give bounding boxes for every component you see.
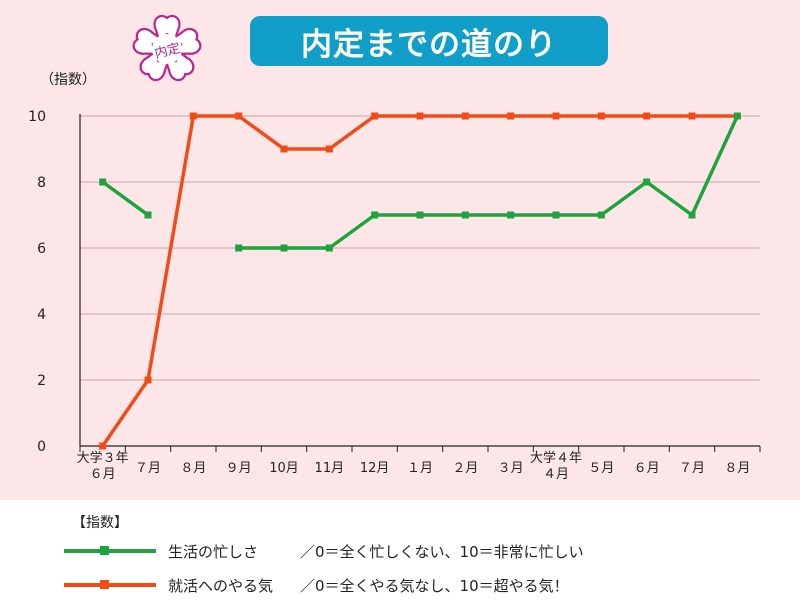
data-point [371, 112, 379, 120]
legend-swatch-busyness [64, 546, 156, 555]
data-point [643, 178, 651, 186]
y-axis-label: （指数） [40, 72, 96, 88]
x-tick-label: ２月 [452, 461, 478, 476]
legend-swatch-motivation [64, 580, 156, 589]
x-tick-label-line: 大学４年 [530, 450, 582, 466]
x-tick-label: ８月 [180, 461, 206, 476]
data-point [597, 112, 605, 120]
data-point [235, 244, 243, 252]
data-point [552, 112, 560, 120]
x-tick-label: ８月 [724, 461, 750, 476]
y-tick-label: 0 [37, 439, 46, 455]
legend-item-motivation [64, 575, 156, 595]
series-motivation [99, 112, 741, 450]
data-point [99, 178, 107, 186]
x-tick-label: ６月 [634, 461, 660, 476]
x-tick-label-line: 大学３年 [77, 450, 129, 466]
x-tick-label: 12月 [360, 461, 390, 476]
x-tick-label: 大学４年４月 [530, 450, 582, 482]
data-point [552, 211, 560, 219]
sakura-stamp-icon: 内定 [132, 14, 202, 82]
x-tick-label: ９月 [226, 461, 252, 476]
y-tick-label: 6 [37, 241, 46, 257]
series-line [101, 114, 738, 447]
legend-item-busyness [64, 541, 156, 561]
data-point [416, 211, 424, 219]
data-point [733, 112, 741, 120]
data-point [597, 211, 605, 219]
data-point [280, 145, 288, 153]
data-point [461, 211, 469, 219]
x-tick-label-line: ４月 [543, 467, 569, 482]
chart-title: 内定までの道のり [250, 16, 608, 66]
x-tick-label: ３月 [498, 461, 524, 476]
legend-label-motivation: 就活へのやる気 [168, 577, 274, 595]
x-tick-label: ５月 [588, 461, 614, 476]
x-tick-label: 大学３年６月 [77, 450, 129, 482]
data-point [507, 112, 515, 120]
legend-desc-busyness: ／0＝全く忙しくない、10＝非常に忙しい [300, 543, 584, 561]
x-tick-label: １月 [407, 461, 433, 476]
legend-heading: 【指数】 [72, 515, 128, 531]
data-point [325, 244, 333, 252]
data-point [144, 211, 152, 219]
data-point [189, 112, 197, 120]
y-tick-label: 4 [37, 307, 46, 323]
data-point [235, 112, 243, 120]
stamp-text: 内定 [153, 40, 182, 62]
x-tick-label: ７月 [679, 461, 705, 476]
data-point [371, 211, 379, 219]
legend-label-busyness: 生活の忙しさ [168, 543, 259, 561]
data-point [416, 112, 424, 120]
legend-desc-motivation: ／0＝全くやる気なし、10＝超やる気！ [300, 577, 569, 595]
data-point [280, 244, 288, 252]
y-tick-label: 2 [37, 373, 46, 389]
series-busyness [99, 112, 741, 252]
data-point [643, 112, 651, 120]
data-point [461, 112, 469, 120]
data-point [99, 442, 107, 450]
x-tick-label: ７月 [135, 461, 161, 476]
y-tick-label: 10 [28, 109, 46, 125]
x-tick-label-line: ６月 [90, 467, 116, 482]
data-point [688, 211, 696, 219]
data-point [144, 376, 152, 384]
data-point [688, 112, 696, 120]
legend: 【指数】 生活の忙しさ ／0＝全く忙しくない、10＝非常に忙しい 就活へのやる気… [0, 500, 800, 600]
x-tick-label: 10月 [269, 461, 299, 476]
data-point [325, 145, 333, 153]
series-line [238, 115, 739, 250]
chart-background: 内定 内定までの道のり 0 2 4 6 8 10 （指数） 大学３年６月 ７月 ８月 ９月 10月 11… [0, 0, 800, 500]
data-point [507, 211, 515, 219]
x-tick-label: 11月 [315, 461, 345, 476]
series-line [101, 180, 150, 217]
y-tick-label: 8 [37, 175, 46, 191]
